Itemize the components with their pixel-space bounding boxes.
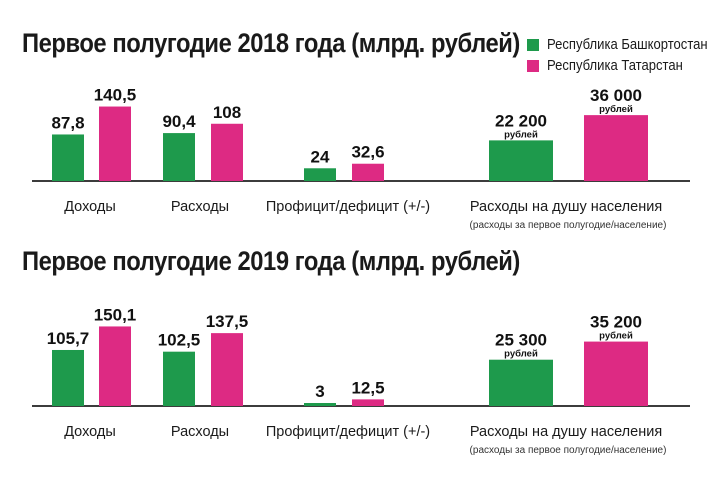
data-label-tatarstan-1: 108 xyxy=(213,103,241,122)
data-label-bashkortostan-2: 3 xyxy=(315,382,324,401)
category-label-0: Доходы xyxy=(64,424,116,440)
legend-swatch-bashkortostan xyxy=(527,38,539,51)
category-label-1: Расходы xyxy=(171,199,229,215)
data-label-tatarstan-0: 140,5 xyxy=(94,86,137,105)
data-label-bashkortostan-1: 90,4 xyxy=(162,112,196,131)
data-label-tatarstan-2: 12,5 xyxy=(351,378,384,397)
data-label-bashkortostan-1: 102,5 xyxy=(158,331,201,350)
bar-bashkortostan-0 xyxy=(52,134,84,181)
data-label-tatarstan-3: 35 200 xyxy=(590,313,642,332)
bar-tatarstan-2 xyxy=(352,399,384,406)
data-label-bashkortostan-0: 87,8 xyxy=(51,113,84,132)
bar-tatarstan-3 xyxy=(584,341,648,406)
bar-tatarstan-0 xyxy=(99,106,131,181)
category-label-0: Доходы xyxy=(64,199,116,215)
category-label-2: Профицит/дефицит (+/-) xyxy=(266,199,430,215)
chart-title-2019: Первое полугодие 2019 года (млрд. рублей… xyxy=(22,246,520,276)
legend-item-bashkortostan: Республика Башкортостан xyxy=(527,34,725,55)
data-unit-bashkortostan-3: рублей xyxy=(504,129,538,140)
data-label-bashkortostan-0: 105,7 xyxy=(47,329,90,348)
legend-item-tatarstan: Республика Татарстан xyxy=(527,55,725,76)
category-label-1: Расходы xyxy=(171,424,229,440)
data-label-tatarstan-1: 137,5 xyxy=(206,312,249,331)
data-label-tatarstan-2: 32,6 xyxy=(351,143,384,162)
bar-tatarstan-1 xyxy=(211,123,243,181)
bar-tatarstan-2 xyxy=(352,163,384,181)
category-label-3: Расходы на душу населения xyxy=(470,199,662,215)
bar-bashkortostan-3 xyxy=(489,359,553,406)
legend-swatch-tatarstan xyxy=(527,59,539,72)
category-note-3: (расходы за первое полугодие/население) xyxy=(470,220,667,231)
bar-bashkortostan-2 xyxy=(304,168,336,181)
chart-panel-0: 87,8 140,5 Доходы 90,4 108 Расходы 24 32,6 Профи… xyxy=(32,86,690,231)
data-label-bashkortostan-3: 25 300 xyxy=(495,331,547,350)
data-unit-bashkortostan-3: рублей xyxy=(504,349,538,360)
bar-bashkortostan-2 xyxy=(304,403,336,406)
data-unit-tatarstan-3: рублей xyxy=(599,104,633,115)
category-label-2: Профицит/дефицит (+/-) xyxy=(266,424,430,440)
data-label-tatarstan-0: 150,1 xyxy=(94,305,137,324)
chart-title-2018: Первое полугодие 2018 года (млрд. рублей… xyxy=(22,28,520,58)
data-label-tatarstan-3: 36 000 xyxy=(590,86,642,105)
data-label-bashkortostan-2: 24 xyxy=(311,147,330,166)
bar-bashkortostan-1 xyxy=(163,133,195,181)
category-label-3: Расходы на душу населения xyxy=(470,424,662,440)
bar-tatarstan-1 xyxy=(211,333,243,406)
bar-tatarstan-0 xyxy=(99,326,131,406)
data-unit-tatarstan-3: рублей xyxy=(599,331,633,342)
bar-bashkortostan-1 xyxy=(163,351,195,406)
category-note-3: (расходы за первое полугодие/население) xyxy=(470,445,667,456)
legend: Республика Башкортостан Республика Татар… xyxy=(527,34,725,76)
bar-bashkortostan-0 xyxy=(52,349,84,406)
legend-label-bashkortostan: Республика Башкортостан xyxy=(547,36,708,53)
legend-label-tatarstan: Республика Татарстан xyxy=(547,57,683,74)
bar-tatarstan-3 xyxy=(584,115,648,181)
bar-bashkortostan-3 xyxy=(489,140,553,181)
data-label-bashkortostan-3: 22 200 xyxy=(495,111,547,130)
